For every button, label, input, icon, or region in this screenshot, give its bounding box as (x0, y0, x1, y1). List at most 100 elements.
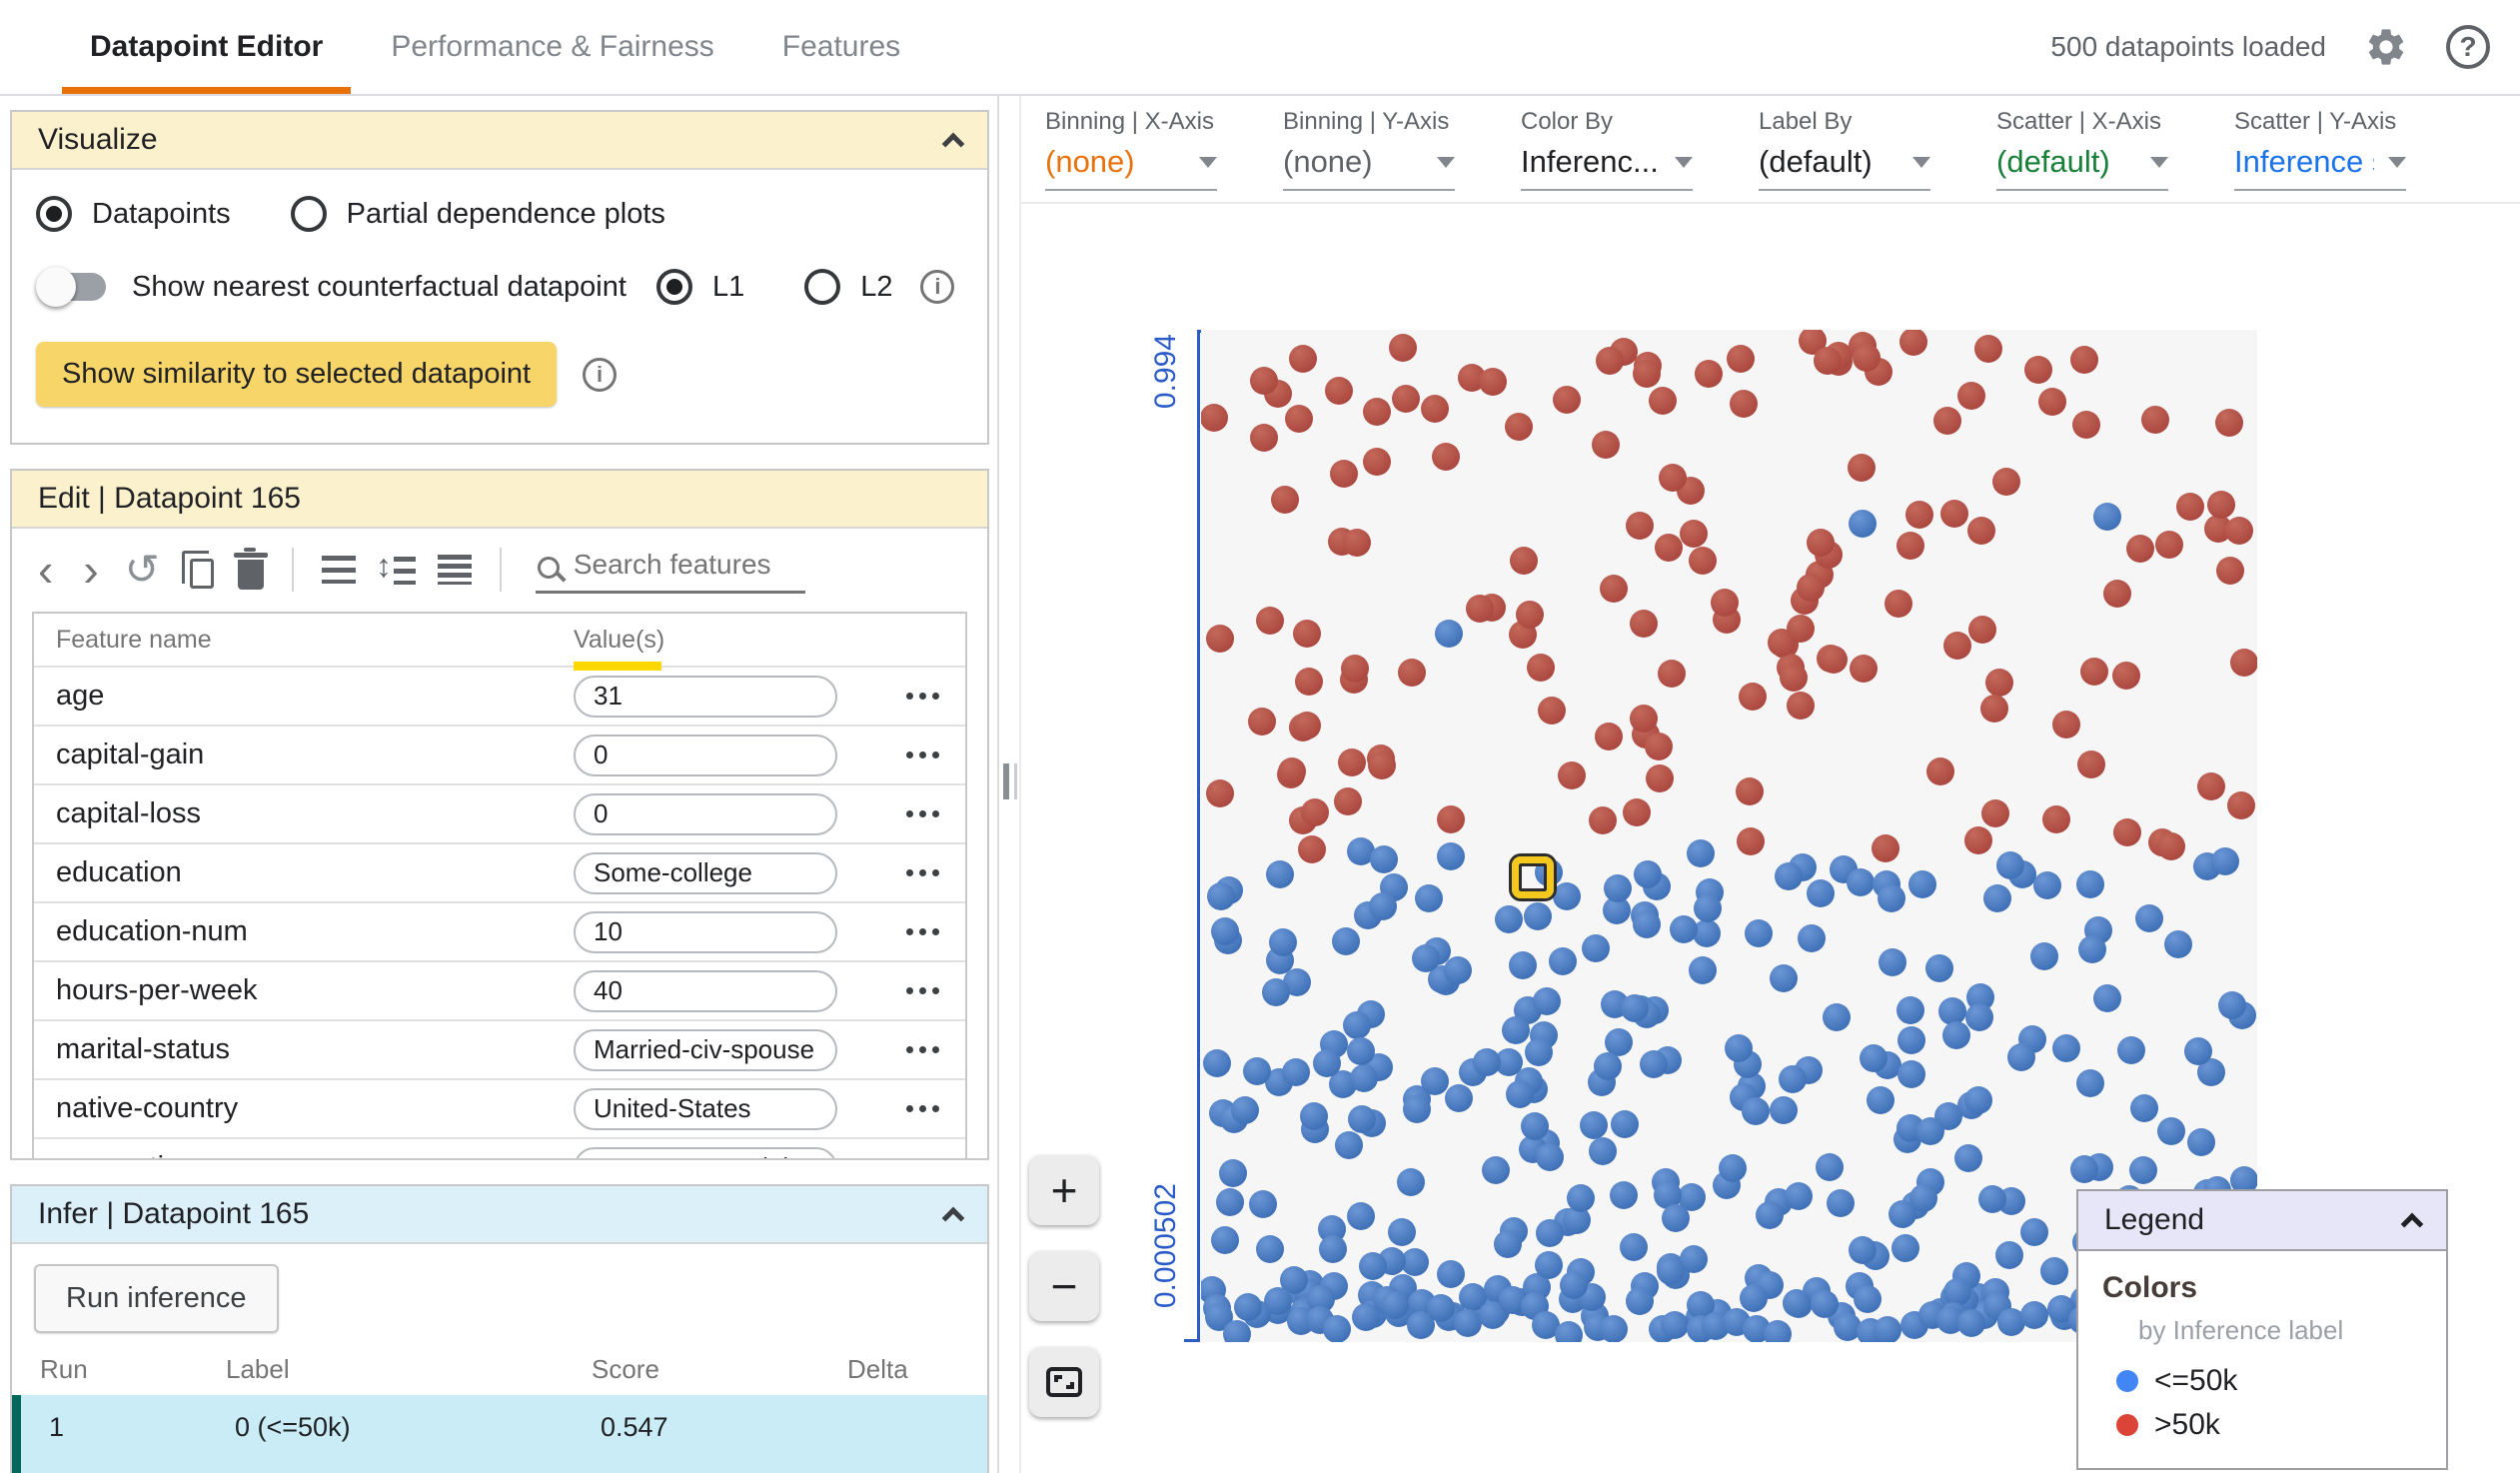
datapoint-red[interactable] (1695, 359, 1724, 388)
datapoint-red[interactable] (1301, 798, 1330, 827)
datapoint-red[interactable] (1389, 333, 1418, 362)
datapoint-red[interactable] (1850, 654, 1879, 683)
datapoint-blue[interactable] (1995, 1240, 2024, 1269)
datapoint-red[interactable] (1905, 501, 1934, 530)
dropdown-scatter-x[interactable]: Scatter | X-Axis (default) (1996, 108, 2168, 202)
datapoint-blue[interactable] (1347, 1202, 1376, 1231)
datapoint-red[interactable] (1780, 664, 1809, 693)
datapoint-blue[interactable] (1604, 874, 1633, 903)
datapoint-blue[interactable] (1964, 1003, 1993, 1032)
datapoint-blue[interactable] (2186, 1127, 2215, 1156)
datapoint-red[interactable] (1465, 595, 1494, 624)
datapoint-blue[interactable] (1369, 891, 1398, 920)
datapoint-red[interactable] (1592, 431, 1621, 460)
datapoint-red[interactable] (1730, 389, 1759, 418)
dropdown-binning-x[interactable]: Binning | X-Axis (none) (1045, 108, 1217, 202)
zoom-out-button[interactable]: − (1029, 1251, 1099, 1321)
datapoint-red[interactable] (1646, 764, 1675, 793)
datapoint-red[interactable] (1341, 655, 1370, 684)
datapoint-blue[interactable] (1742, 1097, 1771, 1126)
datapoint-blue[interactable] (2032, 871, 2061, 900)
datapoint-red[interactable] (1437, 805, 1466, 833)
datapoint-red[interactable] (1964, 825, 1993, 854)
delete-icon[interactable] (233, 547, 268, 590)
datapoint-red[interactable] (1289, 345, 1318, 374)
datapoint-blue[interactable] (1281, 1058, 1310, 1087)
datapoint-red[interactable] (2141, 406, 2170, 435)
datapoint-red[interactable] (1505, 412, 1534, 441)
datapoint-blue[interactable] (1331, 927, 1360, 956)
feature-value-input[interactable]: 40 (574, 969, 837, 1012)
datapoint-red[interactable] (1292, 620, 1321, 649)
datapoint-blue[interactable] (2019, 1218, 2048, 1247)
datapoint-blue[interactable] (1847, 867, 1876, 896)
datapoint-blue[interactable] (1444, 955, 1473, 984)
radio-datapoints[interactable] (36, 196, 72, 232)
datapoint-red[interactable] (1623, 797, 1652, 826)
scatter-plot[interactable] (1201, 330, 2257, 1342)
edit-header[interactable]: Edit | Datapoint 165 (12, 471, 987, 529)
datapoint-blue[interactable] (1896, 996, 1925, 1025)
datapoint-blue[interactable] (1501, 1016, 1530, 1045)
datapoint-red[interactable] (1629, 609, 1658, 638)
datapoint-blue[interactable] (1218, 1159, 1247, 1188)
datapoint-blue[interactable] (1369, 844, 1398, 873)
datapoint-blue[interactable] (1822, 1002, 1851, 1031)
datapoint-blue[interactable] (1611, 1109, 1640, 1138)
datapoint-red[interactable] (1595, 723, 1624, 751)
datapoint-blue[interactable] (2128, 1155, 2157, 1184)
datapoint-blue[interactable] (1202, 1049, 1231, 1078)
previous-datapoint-icon[interactable]: ‹ (38, 543, 54, 596)
info-icon[interactable]: i (583, 357, 618, 392)
datapoint-blue[interactable] (2069, 1155, 2098, 1184)
datapoint-blue[interactable] (2135, 903, 2164, 932)
feature-value-input[interactable]: 0 (574, 792, 837, 835)
datapoint-red[interactable] (2038, 387, 2067, 416)
datapoint-red[interactable] (1807, 529, 1836, 558)
datapoint-red[interactable] (2080, 657, 2109, 686)
row-menu-icon[interactable] (879, 1046, 965, 1053)
datapoint-blue[interactable] (1347, 1037, 1376, 1066)
datapoint-blue[interactable] (1435, 619, 1464, 648)
datapoint-blue[interactable] (1549, 947, 1578, 976)
datapoint-blue[interactable] (1231, 1096, 1260, 1125)
datapoint-red[interactable] (2155, 531, 2184, 560)
datapoint-blue[interactable] (1770, 1095, 1799, 1124)
datapoint-blue[interactable] (1234, 1293, 1263, 1322)
datapoint-red[interactable] (2214, 408, 2243, 437)
datapoint-blue[interactable] (1350, 1063, 1379, 1092)
datapoint-red[interactable] (2111, 662, 2140, 691)
datapoint-red[interactable] (1557, 760, 1586, 789)
datapoint-red[interactable] (2225, 517, 2254, 546)
show-similarity-button[interactable]: Show similarity to selected datapoint (36, 342, 558, 407)
datapoint-blue[interactable] (1694, 894, 1723, 923)
datapoint-red[interactable] (1814, 347, 1842, 376)
datapoint-red[interactable] (1736, 826, 1765, 855)
datapoint-red[interactable] (1588, 806, 1617, 835)
datapoint-red[interactable] (1325, 377, 1354, 406)
datapoint-blue[interactable] (1957, 1309, 1986, 1338)
datapoint-blue[interactable] (1493, 1230, 1522, 1259)
datapoint-blue[interactable] (1774, 861, 1803, 890)
datapoint-blue[interactable] (2210, 846, 2239, 875)
datapoint-red[interactable] (2070, 345, 2099, 374)
dropdown-color-by[interactable]: Color By Inferenc... (1521, 108, 1693, 202)
datapoint-red[interactable] (1711, 588, 1740, 617)
datapoint-red[interactable] (2227, 791, 2256, 820)
datapoint-red[interactable] (1509, 547, 1538, 576)
datapoint-blue[interactable] (1525, 1038, 1554, 1067)
datapoint-blue[interactable] (2130, 1094, 2159, 1123)
datapoint-red[interactable] (1968, 615, 1997, 644)
datapoint-blue[interactable] (1724, 1034, 1753, 1063)
datapoint-red[interactable] (1201, 404, 1229, 433)
datapoint-red[interactable] (1338, 748, 1367, 777)
datapoint-blue[interactable] (2163, 930, 2192, 959)
datapoint-red[interactable] (1600, 574, 1629, 603)
datapoint-blue[interactable] (1396, 1168, 1425, 1197)
datapoint-blue[interactable] (2078, 935, 2107, 964)
datapoint-blue[interactable] (1620, 1232, 1649, 1261)
datapoint-red[interactable] (2175, 493, 2204, 522)
datapoint-blue[interactable] (1299, 1101, 1328, 1130)
datapoint-blue[interactable] (1536, 1218, 1565, 1247)
datapoint-blue[interactable] (1482, 1155, 1511, 1184)
